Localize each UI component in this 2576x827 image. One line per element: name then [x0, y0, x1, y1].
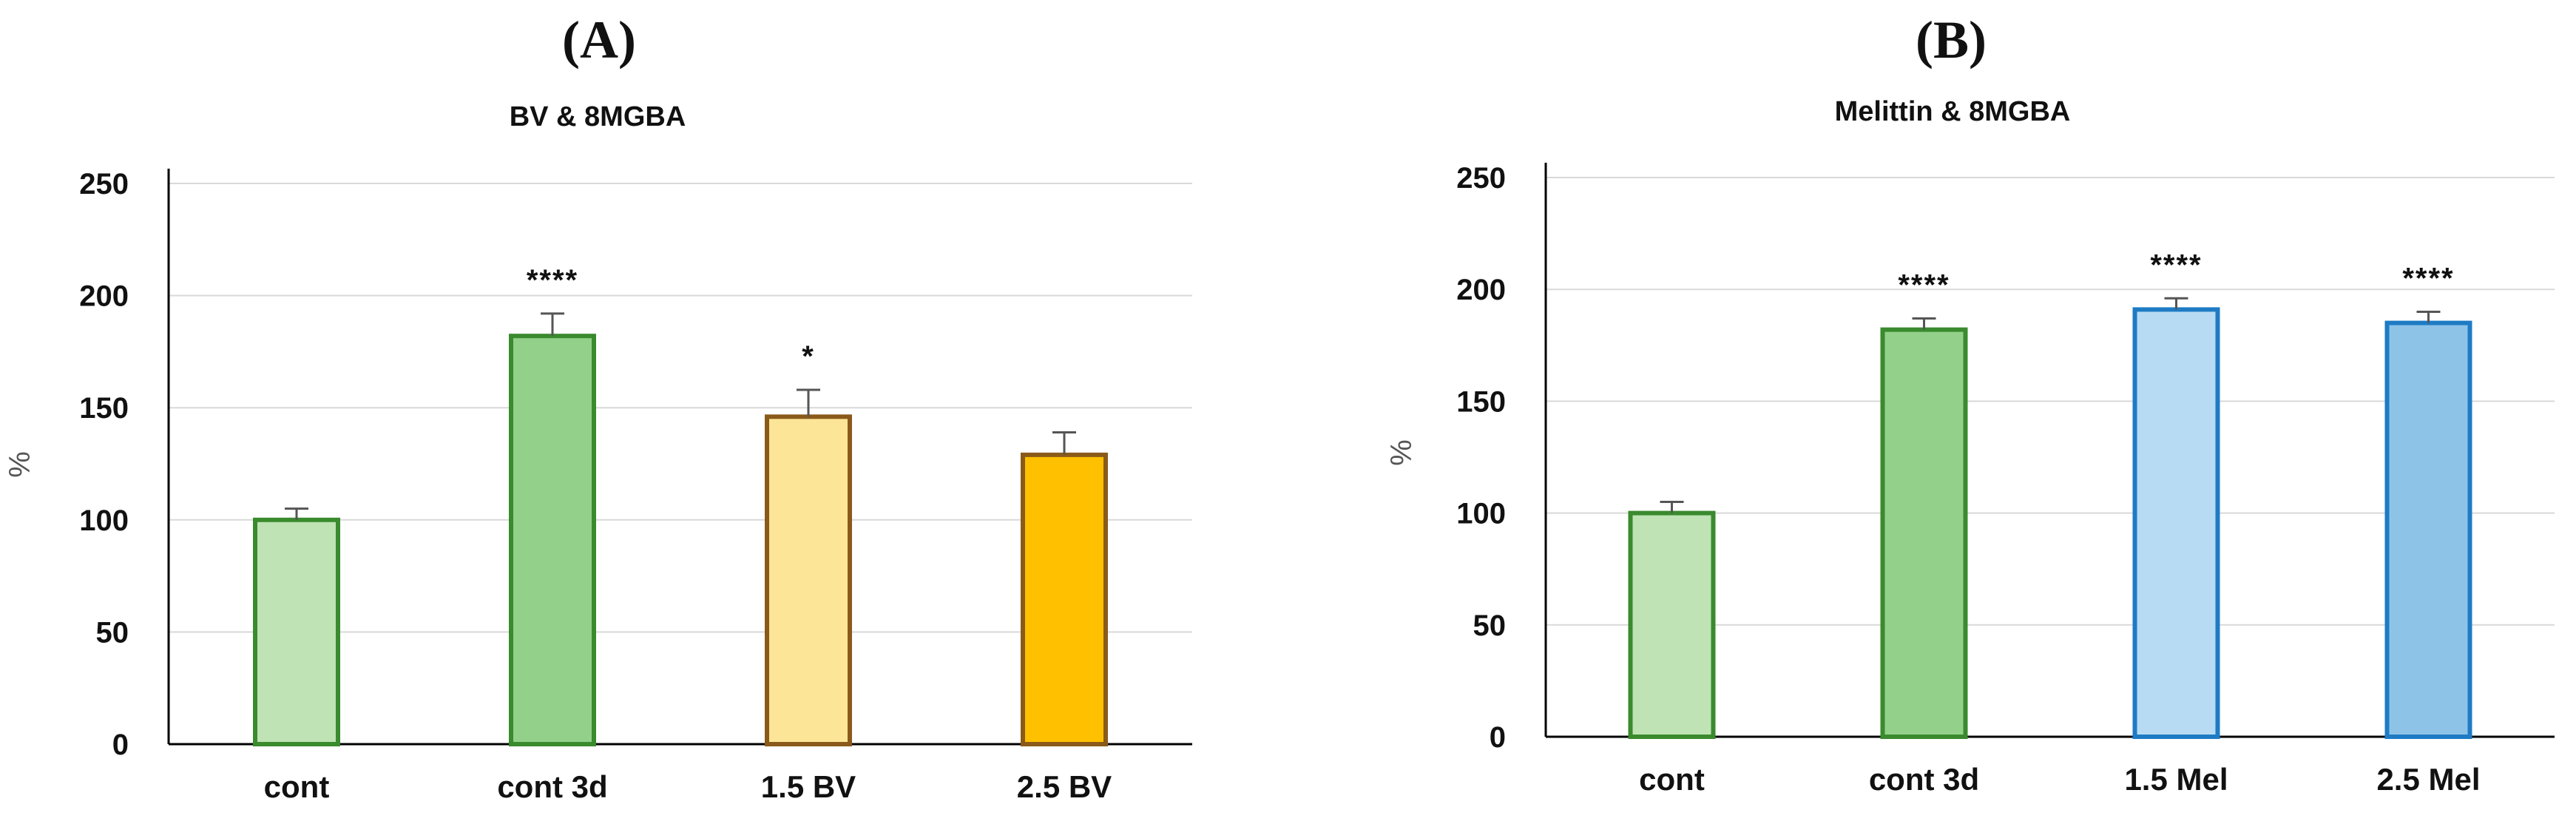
x-tick-label: 1.5 Mel — [2124, 762, 2228, 797]
y-tick-label: 150 — [79, 392, 129, 425]
significance-label: **** — [2150, 249, 2202, 281]
y-tick-label: 0 — [1490, 721, 1506, 754]
y-tick-label: 250 — [1456, 162, 1506, 195]
y-tick-label: 50 — [1473, 610, 1507, 642]
x-tick-label: cont 3d — [497, 769, 607, 804]
x-tick-label: 2.5 Mel — [2376, 762, 2480, 797]
y-axis-label: % — [1385, 439, 1418, 466]
y-tick-label: 200 — [79, 280, 129, 313]
significance-label: **** — [2402, 262, 2454, 294]
bar — [2132, 307, 2220, 739]
chart-title: BV & 8MGBA — [510, 101, 686, 132]
bar — [1628, 510, 1716, 739]
significance-label: * — [802, 340, 815, 373]
y-tick-label: 150 — [1456, 385, 1506, 418]
y-tick-label: 250 — [79, 168, 129, 200]
x-tick-label: 2.5 BV — [1017, 769, 1112, 804]
y-tick-label: 200 — [1456, 274, 1506, 306]
bar — [509, 334, 596, 746]
bar — [1880, 327, 1968, 739]
panel-label: (A) — [562, 10, 636, 70]
y-tick-label: 100 — [1456, 498, 1506, 530]
bar — [253, 517, 340, 746]
chart-title: Melittin & 8MGBA — [1835, 96, 2071, 127]
bar — [1021, 452, 1108, 746]
bar — [765, 414, 852, 746]
panel-a: (A) BV & 8MGBA% 0 50 100 150 200 250 cont **** con… — [4, 10, 1192, 804]
x-tick-label: 1.5 BV — [761, 769, 856, 804]
panel-label: (B) — [1916, 10, 1987, 70]
x-tick-label: cont — [264, 769, 330, 804]
x-tick-label: cont — [1639, 762, 1705, 797]
y-tick-label: 50 — [96, 616, 129, 649]
y-tick-label: 100 — [79, 504, 129, 537]
y-axis-label: % — [4, 451, 36, 478]
x-tick-label: cont 3d — [1869, 762, 1979, 797]
panel-b: (B) Melittin & 8MGBA% 0 50 100 150 200 250 cont *… — [1385, 10, 2555, 797]
significance-label: **** — [527, 264, 578, 297]
y-tick-label: 0 — [112, 729, 129, 761]
significance-label: **** — [1898, 269, 1950, 302]
bar — [2384, 320, 2472, 739]
